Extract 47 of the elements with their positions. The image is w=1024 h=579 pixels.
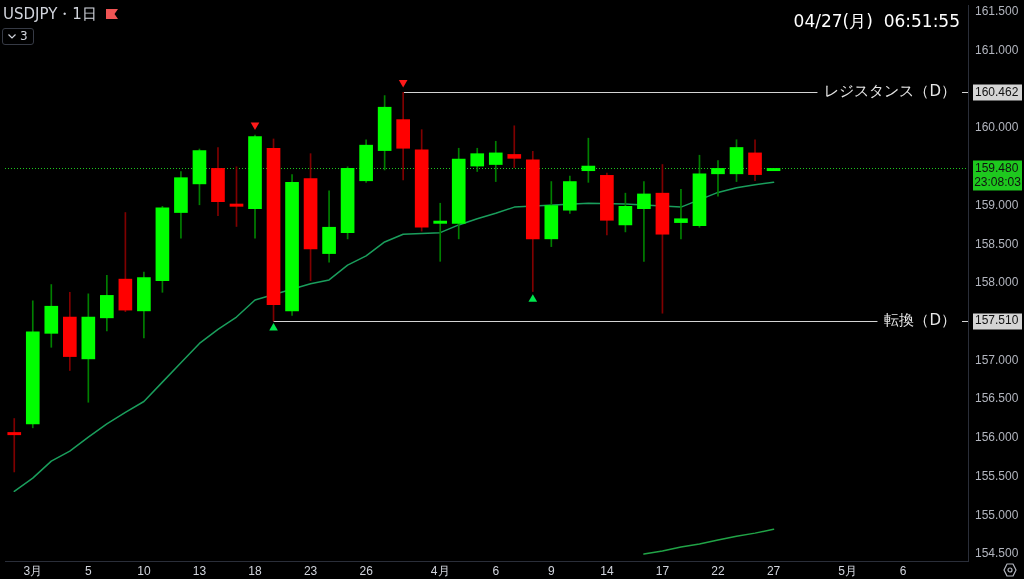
x-tick-label: 18 bbox=[248, 563, 262, 578]
ref-line-label: レジスタンス（D） bbox=[824, 82, 957, 101]
y-tick-label: 154.500 bbox=[975, 546, 1019, 561]
y-tick-label: 159.480 bbox=[975, 160, 1019, 175]
chart-title: USDJPY・1日 bbox=[3, 5, 97, 23]
x-tick-label: 6 bbox=[492, 563, 500, 578]
y-tick-label: 160.000 bbox=[975, 120, 1019, 135]
candlestick bbox=[674, 188, 688, 240]
y-tick-label: 157.000 bbox=[975, 352, 1019, 367]
ref-line-label: 転換（D） bbox=[884, 311, 957, 330]
x-tick-label: 5 bbox=[84, 563, 92, 578]
candlestick bbox=[711, 160, 725, 197]
y-tick-label: 158.500 bbox=[975, 236, 1019, 251]
x-tick-label: 9 bbox=[547, 563, 555, 578]
x-tick-label: 10 bbox=[137, 563, 151, 578]
x-tick-label: 23 bbox=[303, 563, 318, 578]
point bbox=[398, 79, 408, 88]
candlestick bbox=[7, 418, 22, 473]
candlestick bbox=[433, 202, 448, 262]
y-tick-label: 157.510 bbox=[975, 313, 1019, 328]
y-tick-label: 161.500 bbox=[975, 4, 1019, 19]
point bbox=[269, 322, 278, 331]
x-tick-label: 27 bbox=[766, 563, 781, 578]
annotation: 3 bbox=[20, 29, 28, 44]
y-tick-label: 156.500 bbox=[975, 391, 1019, 406]
x-tick-label: 13 bbox=[192, 563, 207, 578]
x-tick-label: 26 bbox=[359, 563, 374, 578]
candlestick bbox=[766, 168, 781, 172]
y-tick-label: 158.000 bbox=[975, 275, 1019, 290]
x-tick-label: 17 bbox=[655, 563, 670, 578]
y-tick-label: 161.000 bbox=[975, 43, 1019, 57]
text: 23:08:03 bbox=[974, 174, 1022, 189]
y-tick-label: 159.000 bbox=[975, 197, 1019, 212]
x-tick-label: 5月 bbox=[838, 563, 857, 578]
x-tick-label: 14 bbox=[600, 563, 614, 578]
x-tick-label: 6 bbox=[899, 563, 907, 578]
y-tick-label: 155.500 bbox=[975, 468, 1019, 483]
x-tick-label: 4月 bbox=[430, 563, 450, 578]
y-tick-label: 155.000 bbox=[975, 507, 1019, 522]
point bbox=[528, 294, 538, 302]
candlestick bbox=[507, 125, 522, 168]
chart-subtitle: 04/27(月) 06:51:55 bbox=[793, 10, 960, 32]
x-tick-label: 22 bbox=[711, 563, 725, 578]
candlestick bbox=[637, 181, 651, 262]
x-tick-label: 3月 bbox=[23, 563, 43, 578]
y-tick-label: 156.000 bbox=[975, 430, 1019, 445]
y-tick-label: 160.462 bbox=[975, 84, 1019, 99]
